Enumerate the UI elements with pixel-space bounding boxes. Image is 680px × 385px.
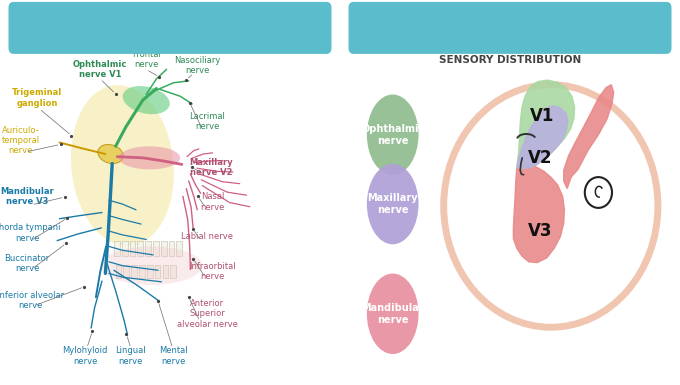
Bar	[161, 241, 167, 256]
Ellipse shape	[119, 146, 180, 169]
Text: Nasal
nerve: Nasal nerve	[201, 192, 224, 212]
Polygon shape	[564, 85, 614, 189]
Bar	[170, 265, 176, 278]
Text: Mandibular
nerve V3: Mandibular nerve V3	[0, 187, 54, 206]
Polygon shape	[517, 106, 568, 168]
Text: Trigeminal
ganglion: Trigeminal ganglion	[12, 89, 63, 108]
Text: Lingual
nerve: Lingual nerve	[116, 346, 146, 366]
Text: SENSORY DISTRIBUTION: SENSORY DISTRIBUTION	[439, 55, 581, 65]
Ellipse shape	[367, 164, 418, 244]
Bar	[177, 241, 182, 256]
Ellipse shape	[122, 86, 170, 114]
Bar	[169, 241, 174, 256]
Text: V1: V1	[530, 107, 554, 125]
Text: Ophthalmic
nerve: Ophthalmic nerve	[361, 124, 424, 146]
Bar	[163, 265, 169, 278]
Ellipse shape	[98, 144, 123, 164]
Bar	[147, 265, 153, 278]
Ellipse shape	[367, 94, 418, 175]
Text: V3: V3	[528, 222, 553, 240]
Bar	[153, 241, 158, 256]
Ellipse shape	[71, 85, 174, 246]
Text: Chorda tympani
nerve: Chorda tympani nerve	[0, 223, 61, 243]
Text: Maxillary
nerve: Maxillary nerve	[367, 193, 418, 215]
Bar	[122, 241, 128, 256]
Text: Buccinator
nerve: Buccinator nerve	[5, 254, 50, 273]
Text: Auriculo-
temporal
nerve: Auriculo- temporal nerve	[1, 126, 39, 156]
Bar	[155, 265, 160, 278]
Text: Labial nerve: Labial nerve	[182, 232, 233, 241]
Bar	[137, 241, 143, 256]
Text: Inferior alveolar
nerve: Inferior alveolar nerve	[0, 291, 64, 310]
FancyBboxPatch shape	[348, 2, 671, 54]
Text: Anterior
Superior
alveolar nerve: Anterior Superior alveolar nerve	[177, 299, 238, 329]
Bar	[146, 241, 151, 256]
Text: Mylohyloid
nerve: Mylohyloid nerve	[63, 346, 107, 366]
FancyBboxPatch shape	[8, 2, 332, 54]
Ellipse shape	[367, 273, 418, 354]
Text: Trigeminal Nerve: Trigeminal Nerve	[416, 17, 604, 37]
Text: Mental
nerve: Mental nerve	[159, 346, 188, 366]
Polygon shape	[513, 165, 564, 263]
Bar	[124, 265, 129, 278]
Text: V2: V2	[528, 149, 553, 167]
Text: Maxillary
nerve V2: Maxillary nerve V2	[189, 158, 233, 177]
Polygon shape	[517, 80, 575, 168]
Text: Mandibular
nerve: Mandibular nerve	[361, 303, 424, 325]
Text: Ophthalmic
nerve V1: Ophthalmic nerve V1	[73, 60, 127, 79]
Bar	[129, 241, 135, 256]
Text: Lacrimal
nerve: Lacrimal nerve	[190, 112, 225, 131]
Text: Nasociliary
nerve: Nasociliary nerve	[174, 56, 220, 75]
Bar	[131, 265, 137, 278]
Text: Trigeminal Nerve: Trigeminal Nerve	[76, 17, 264, 37]
Text: Frontal
nerve: Frontal nerve	[132, 50, 160, 69]
Text: Infraorbital
nerve: Infraorbital nerve	[189, 262, 236, 281]
Bar	[114, 241, 120, 256]
Bar	[116, 265, 122, 278]
Bar	[139, 265, 145, 278]
Ellipse shape	[101, 246, 203, 285]
